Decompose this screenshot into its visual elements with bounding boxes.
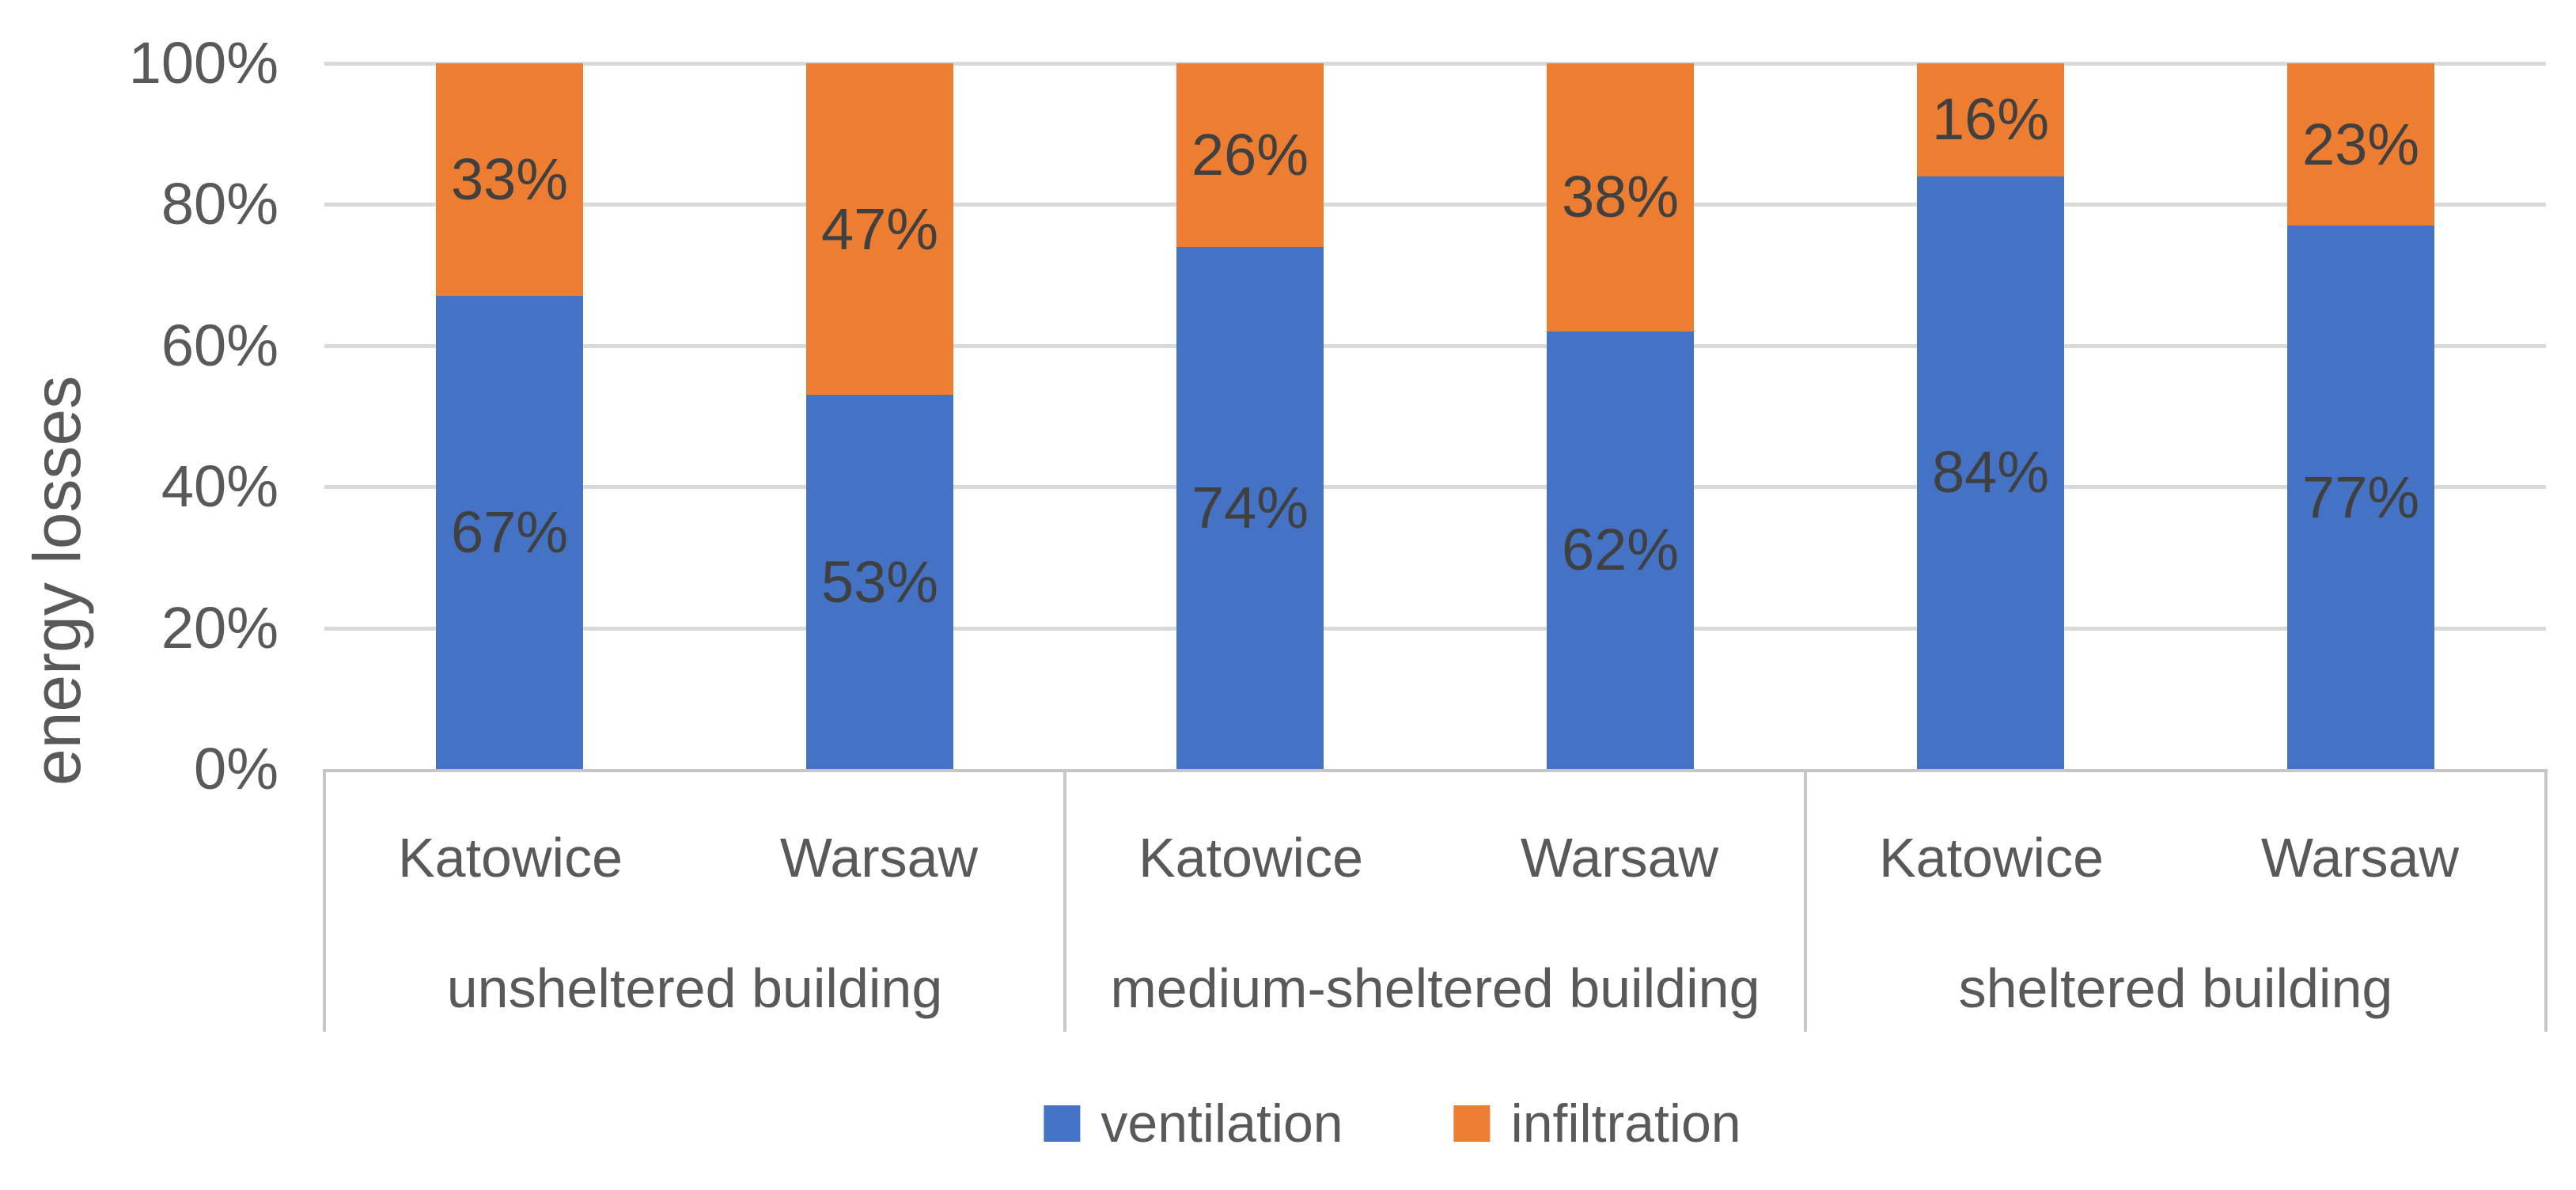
gridline-60 (324, 344, 2546, 348)
y-tick-label-40: 40% (161, 453, 278, 519)
bar-medium-sheltered-katowice-a-ventilation-segment (1176, 247, 1324, 769)
legend-label-infiltration: infiltration (1510, 1093, 1741, 1154)
bar-sheltered-warsaw-b-ventilation-segment (2287, 225, 2434, 769)
legend-label-ventilation: ventilation (1100, 1093, 1343, 1154)
data-label-unsheltered-warsaw-b-infiltration: 47% (820, 196, 939, 262)
legend-swatch-ventilation-icon (1044, 1105, 1081, 1142)
legend-swatch-infiltration-icon (1453, 1105, 1491, 1142)
y-tick-label-0: 0% (194, 736, 278, 802)
y-axis-tick-labels: 0% 20% 40% 60% 80% 100% (0, 0, 278, 1190)
category-label-sheltered-building-warsaw: Warsaw (2260, 827, 2460, 889)
category-label-medium-sheltered-building-katowice: Katowice (1138, 827, 1364, 889)
category-label-unsheltered-building-warsaw: Warsaw (779, 827, 979, 889)
gridline-40 (324, 485, 2546, 489)
data-label-sheltered-katowice-a-infiltration: 16% (1931, 86, 2050, 152)
legend-item-infiltration: infiltration (1453, 1093, 1741, 1154)
data-label-sheltered-warsaw-b-infiltration: 23% (2301, 112, 2420, 177)
y-tick-label-100: 100% (128, 30, 278, 96)
bar-sheltered-warsaw-b-infiltration-segment (2287, 63, 2434, 225)
y-tick-label-60: 60% (161, 313, 278, 378)
bar-medium-sheltered-warsaw-b-ventilation-segment (1547, 332, 1694, 769)
bar-unsheltered-warsaw-b-ventilation-segment (806, 395, 953, 769)
category-group-sheltered-building: Katowice Warsaw sheltered building (1807, 772, 2548, 1032)
data-label-sheltered-warsaw-b-ventilation: 77% (2301, 464, 2420, 530)
data-label-medium-sheltered-katowice-a-infiltration: 26% (1191, 122, 1309, 188)
y-tick-label-80: 80% (161, 171, 278, 237)
gridline-100 (324, 62, 2546, 66)
data-label-unsheltered-warsaw-b-ventilation: 53% (820, 549, 939, 615)
plot-area: 67% 33% 53% 47% 74% 26% 62% 38% 84% 16% 77% 23% (324, 62, 2546, 769)
bar-unsheltered-katowice-a-infiltration-segment (436, 63, 583, 296)
data-label-sheltered-katowice-a-ventilation: 84% (1931, 439, 2050, 505)
bar-sheltered-katowice-a-ventilation-segment (1917, 176, 2064, 769)
group-label-medium-sheltered-building: medium-sheltered building (1110, 957, 1760, 1019)
bar-medium-sheltered-warsaw-b-infiltration-segment (1547, 63, 1694, 332)
legend-item-ventilation: ventilation (1044, 1097, 1343, 1150)
data-label-unsheltered-katowice-a-ventilation: 67% (450, 499, 569, 565)
category-label-sheltered-building-katowice: Katowice (1878, 827, 2104, 889)
group-label-unsheltered-building: unsheltered building (446, 957, 943, 1019)
category-label-unsheltered-building-katowice: Katowice (397, 827, 623, 889)
gridline-20 (324, 627, 2546, 631)
bar-unsheltered-katowice-a-ventilation-segment (436, 296, 583, 769)
x-axis-category-table: Katowice Warsaw unsheltered building Katowi… (323, 769, 2548, 1032)
group-label-sheltered-building: sheltered building (1958, 957, 2393, 1019)
legend: ventilation infiltration (1044, 1097, 1741, 1150)
bar-sheltered-katowice-a-infiltration-segment (1917, 63, 2064, 176)
gridline-80 (324, 203, 2546, 207)
category-group-unsheltered-building: Katowice Warsaw unsheltered building (326, 772, 1066, 1032)
bar-medium-sheltered-katowice-a-infiltration-segment (1176, 63, 1324, 247)
data-label-unsheltered-katowice-a-infiltration: 33% (450, 146, 569, 212)
bar-unsheltered-warsaw-b-infiltration-segment (806, 63, 953, 395)
y-tick-label-20: 20% (161, 595, 278, 661)
data-label-medium-sheltered-warsaw-b-ventilation: 62% (1561, 517, 1680, 582)
category-group-medium-sheltered-building: Katowice Warsaw medium-sheltered building (1066, 772, 1807, 1032)
category-label-medium-sheltered-building-warsaw: Warsaw (1520, 827, 1719, 889)
data-label-medium-sheltered-katowice-a-ventilation: 74% (1191, 475, 1309, 540)
data-label-medium-sheltered-warsaw-b-infiltration: 38% (1561, 164, 1680, 229)
